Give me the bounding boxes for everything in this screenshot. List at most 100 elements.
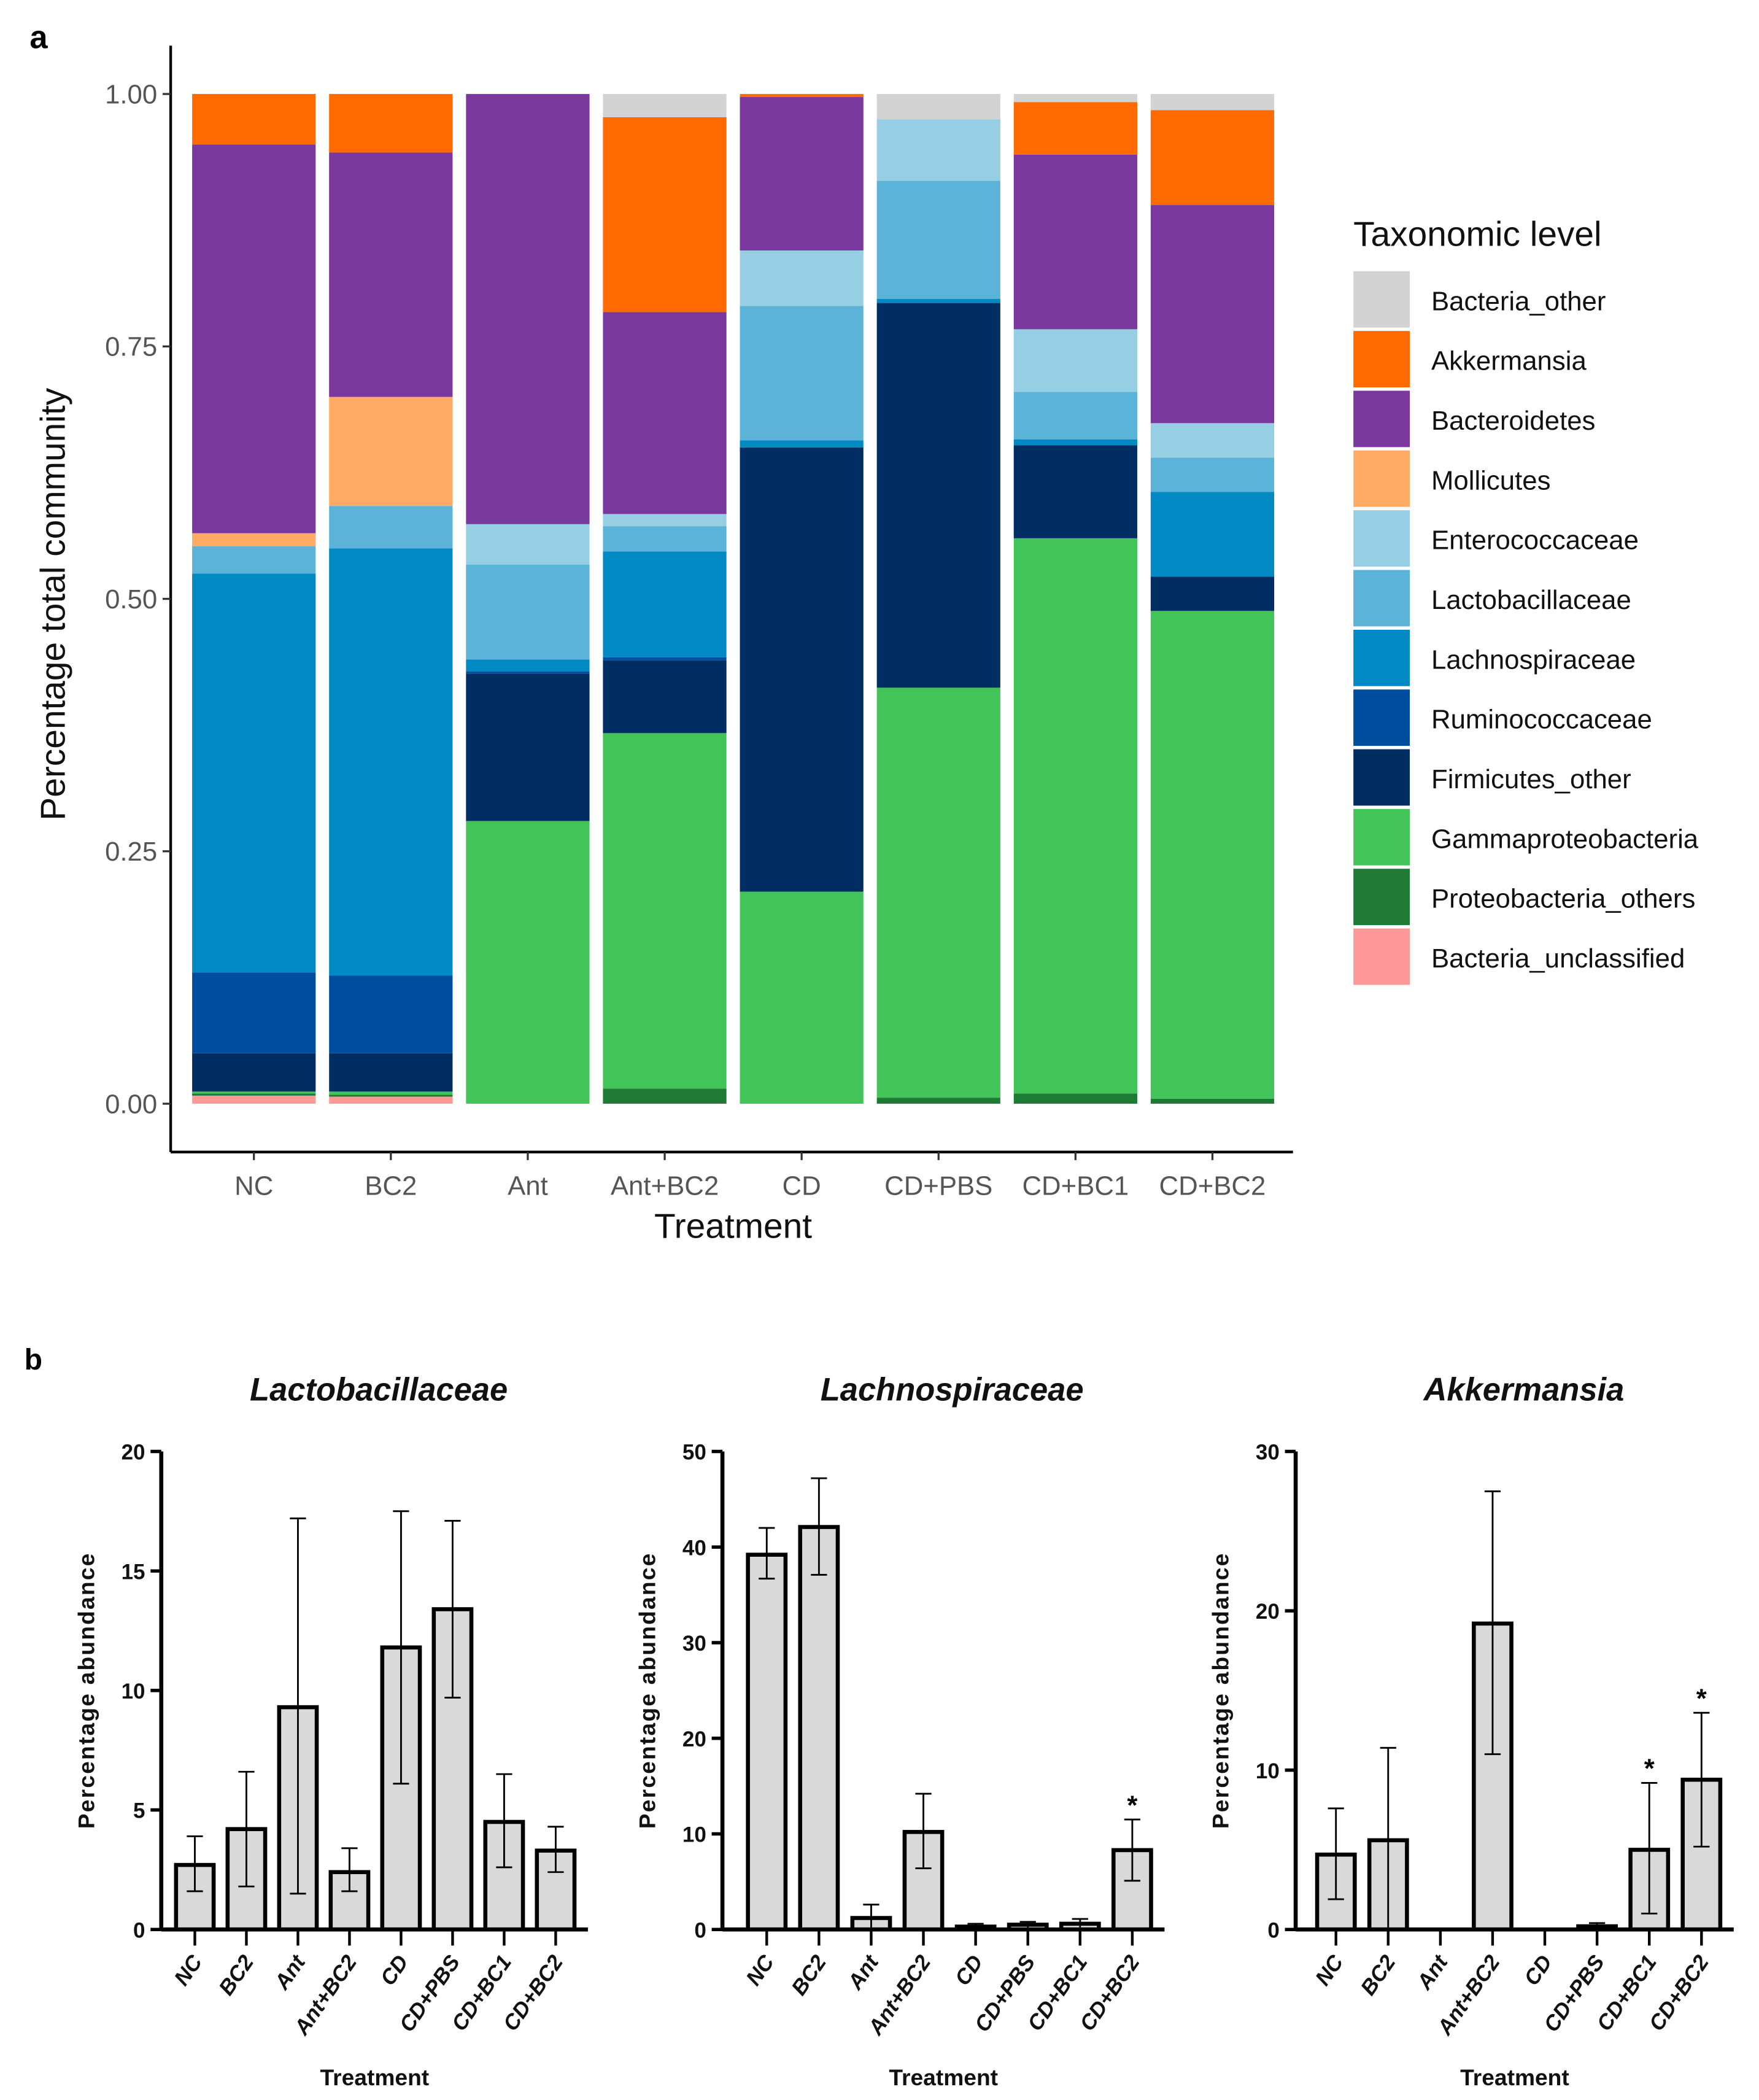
x-tick-label: NC <box>1310 1950 1348 1990</box>
x-tick-label: NC <box>234 1171 273 1201</box>
bar-segment-proteobacteria_others <box>1013 1093 1137 1104</box>
bar-segment-lachnospiraceae <box>1150 492 1275 577</box>
x-tick-label: CD+BC2 <box>1159 1171 1266 1201</box>
bar-segment-ruminococcaceae <box>329 975 453 1053</box>
bar-segment-firmicutes_other <box>1013 445 1137 538</box>
bar-segment-enterococcaceae <box>1150 423 1275 458</box>
bar-segment-proteobacteria_others <box>329 1095 453 1097</box>
x-tick-label: CD+PBS <box>884 1171 992 1201</box>
bar-segment-lachnospiraceae <box>740 440 864 448</box>
bar-segment-bacteroidetes <box>603 312 727 514</box>
legend-label: Enterococcaceae <box>1431 525 1639 556</box>
bar-segment-bacteria_other <box>603 94 727 117</box>
y-tick-label: 40 <box>682 1536 706 1560</box>
legend-swatch <box>1353 570 1410 627</box>
significance-marker: * <box>1127 1790 1137 1820</box>
legend-swatch <box>1353 749 1410 806</box>
x-tick-label: NC <box>741 1950 779 1990</box>
legend-label: Ruminococcaceae <box>1431 705 1652 735</box>
bar-segment-ruminococcaceae <box>466 671 590 674</box>
x-tick-label: BC2 <box>365 1171 417 1201</box>
panel-label-b: b <box>25 1343 42 1376</box>
y-tick-label: 0.00 <box>105 1089 157 1119</box>
y-tick-label: 0 <box>1267 1918 1279 1942</box>
legend-swatch <box>1353 629 1410 686</box>
bar-segment-enterococcaceae <box>876 119 1000 181</box>
bar-segment-bacteroidetes <box>466 94 590 524</box>
bar-segment-enterococcaceae <box>740 250 864 306</box>
bar-segment-lachnospiraceae <box>603 551 727 657</box>
significance-marker: * <box>1696 1683 1707 1713</box>
legend-swatch <box>1353 510 1410 567</box>
bar-segment-proteobacteria_others <box>603 1088 727 1104</box>
bar-segment-ruminococcaceae <box>192 972 316 1053</box>
bar-segment-gammaproteobacteria <box>329 1091 453 1095</box>
bar-segment-bacteria_other <box>1013 94 1137 103</box>
x-tick-label: Ant <box>1412 1950 1453 1994</box>
legend-label: Firmicutes_other <box>1431 764 1631 794</box>
bar-segment-bacteria_other <box>1150 94 1275 110</box>
legend-label: Lachnospiraceae <box>1431 645 1636 675</box>
bar-segment-lachnospiraceae <box>466 659 590 672</box>
legend-label: Akkermansia <box>1431 346 1587 376</box>
bar-segment-lachnospiraceae <box>1013 439 1137 446</box>
stacked-bar-chart: 0.00 0.25 0.50 0.75 1.00 NC BC2 Ant Ant+BC2 CD CD+… <box>34 45 1699 1246</box>
bar-segment-gammaproteobacteria <box>192 1091 316 1094</box>
y-tick-label: 20 <box>1256 1600 1280 1624</box>
chart-title: Akkermansia <box>1423 1371 1625 1408</box>
bar-segment-akkermansia <box>192 94 316 145</box>
bar-segment-enterococcaceae <box>466 524 590 565</box>
bar-segment-lactobacillaceae <box>740 306 864 441</box>
bar-segment-gammaproteobacteria <box>740 891 864 1104</box>
legend-label: Proteobacteria_others <box>1431 884 1695 914</box>
legend-swatch <box>1353 928 1410 985</box>
x-tick-label: Ant <box>269 1950 311 1994</box>
bar-segment-firmicutes_other <box>876 303 1000 688</box>
bar-segment-lactobacillaceae <box>466 564 590 660</box>
bar-segment-proteobacteria_others <box>876 1098 1000 1104</box>
legend-swatch <box>1353 450 1410 507</box>
legend-label: Bacteroidetes <box>1431 406 1595 436</box>
bar <box>535 1848 577 1932</box>
legend-label: Gammaproteobacteria <box>1431 824 1699 854</box>
bar-segment-lachnospiraceae <box>192 573 316 973</box>
y-tick-label: 0.75 <box>105 332 157 362</box>
x-tick-label: CD <box>950 1951 988 1990</box>
x-tick-label: Ant+BC2 <box>611 1171 719 1201</box>
x-tick-label: CD <box>783 1171 821 1201</box>
legend-label: Lactobacillaceae <box>1431 585 1631 615</box>
bar-segment-bacteria_other <box>876 94 1000 120</box>
bar-segment-gammaproteobacteria <box>1013 538 1137 1094</box>
x-tick-label: Ant <box>508 1171 548 1201</box>
x-axis-title: Treatment <box>654 1207 812 1246</box>
bar-segment-firmicutes_other <box>192 1053 316 1092</box>
bar <box>798 1525 840 1932</box>
y-tick-label: 1.00 <box>105 79 157 109</box>
bar-segment-mollicutes <box>329 397 453 506</box>
bar-segment-akkermansia <box>603 117 727 312</box>
y-tick-label: 15 <box>122 1560 145 1584</box>
bar-segment-firmicutes_other <box>1150 576 1275 611</box>
x-tick-label: BC2 <box>787 1950 831 1999</box>
bar-segment-bacteria_unclassified <box>192 1095 316 1104</box>
bar-segment-lactobacillaceae <box>329 506 453 549</box>
bar-segment-proteobacteria_others <box>1150 1098 1275 1104</box>
legend-label: Bacteria_unclassified <box>1431 943 1685 974</box>
legend-swatch <box>1353 390 1410 448</box>
x-tick-label: NC <box>169 1950 207 1990</box>
bar-segment-enterococcaceae <box>1013 329 1137 392</box>
x-tick-label: BC2 <box>214 1950 258 1999</box>
bar-segment-bacteria_unclassified <box>329 1096 453 1104</box>
bar-segment-mollicutes <box>192 533 316 547</box>
bar-segment-lactobacillaceae <box>603 526 727 552</box>
y-axis-title: Percentage abundance <box>1208 1552 1234 1829</box>
x-axis-title: Treatment <box>1460 2064 1569 2090</box>
legend: Taxonomic level Bacteria_other Akkermansia… <box>1353 215 1699 985</box>
bar-segment-bacteroidetes <box>1150 205 1275 424</box>
y-tick-label: 5 <box>133 1799 145 1823</box>
